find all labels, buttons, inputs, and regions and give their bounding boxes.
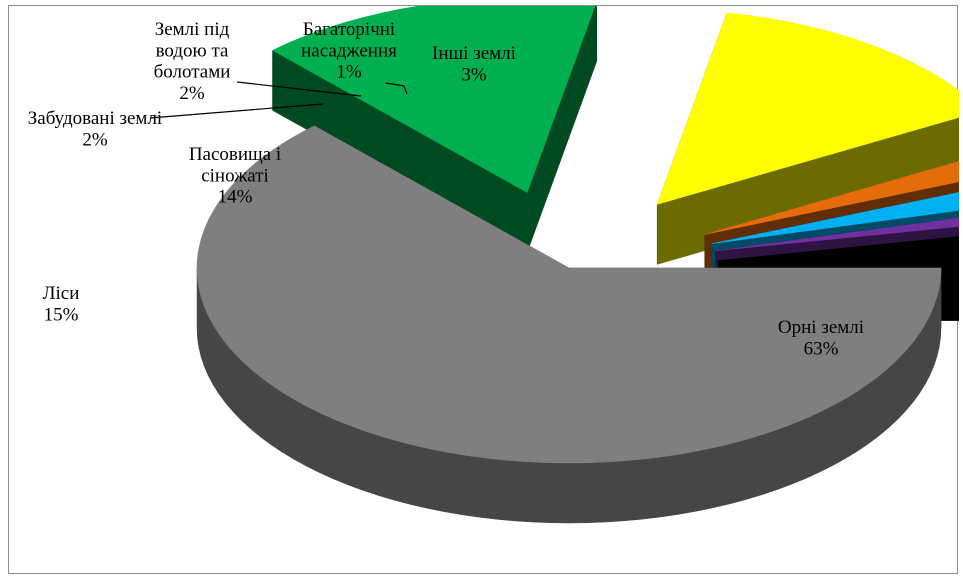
data-label: Ліси 15% xyxy=(43,283,80,325)
pie-slice xyxy=(271,6,598,253)
pie-slice-top xyxy=(656,12,959,205)
pie-slice-top xyxy=(711,192,959,244)
pie-slice-top xyxy=(715,217,959,252)
data-label: Багаторічні насадження 1% xyxy=(301,19,397,83)
chart-frame: Орні землі 63% Ліси 15% Пасовища і сіножаті 14… xyxy=(8,5,959,574)
pie-slice-top xyxy=(196,125,942,464)
pie-slice xyxy=(196,125,942,524)
pie-slice-top xyxy=(271,6,596,193)
data-label: Пасовища і сіножаті 14% xyxy=(189,144,281,208)
leader-line xyxy=(385,82,408,95)
leader-line xyxy=(236,81,362,97)
data-label: Забудовані землі 2% xyxy=(28,108,162,150)
pie-slice-top xyxy=(718,236,959,261)
data-label: Орні землі 63% xyxy=(778,317,864,359)
data-label: Інші землі 3% xyxy=(432,43,516,85)
data-label: Землі під водою та болотами 2% xyxy=(154,19,231,104)
pie-chart: Орні землі 63% Ліси 15% Пасовища і сіножаті 14… xyxy=(28,6,959,524)
leader-line xyxy=(149,103,324,119)
